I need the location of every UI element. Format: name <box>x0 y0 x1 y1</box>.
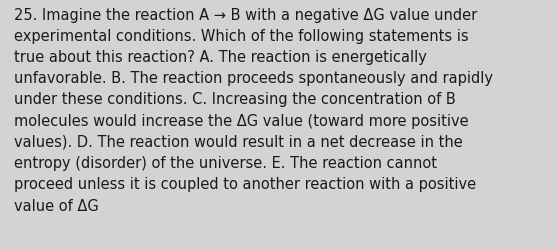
Text: 25. Imagine the reaction A → B with a negative ΔG value under
experimental condi: 25. Imagine the reaction A → B with a ne… <box>14 8 493 213</box>
